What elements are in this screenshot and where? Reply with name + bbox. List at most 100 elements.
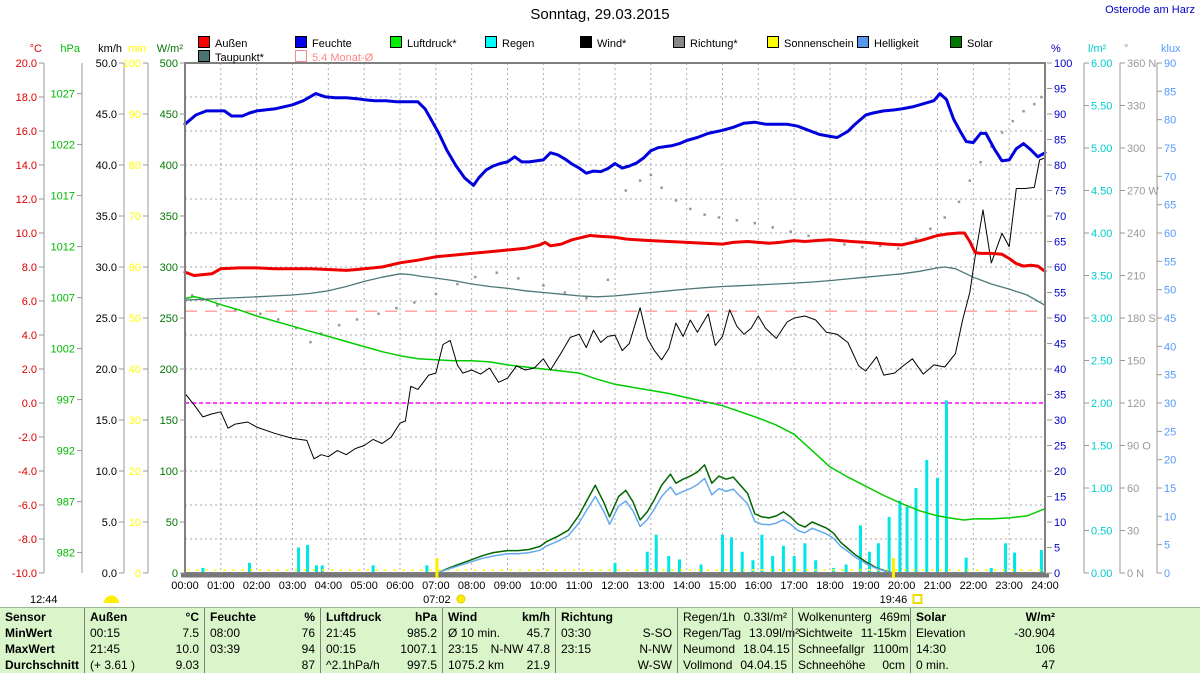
svg-text:16.0: 16.0 bbox=[16, 126, 37, 138]
cell-label: MinWert bbox=[5, 626, 53, 640]
table-row: 03:39 94 bbox=[210, 641, 315, 657]
feuchte-swatch-icon bbox=[295, 36, 307, 48]
svg-text:°C: °C bbox=[30, 43, 42, 55]
svg-text:1022: 1022 bbox=[51, 140, 75, 152]
cell-value: N-NW 47.8 bbox=[490, 642, 550, 656]
cell-value: 0.33l/m² bbox=[743, 610, 787, 624]
svg-text:80: 80 bbox=[1164, 115, 1176, 127]
svg-text:30: 30 bbox=[1127, 526, 1139, 538]
svg-text:-2.0: -2.0 bbox=[18, 432, 37, 444]
rain-bars bbox=[201, 400, 1043, 573]
svg-text:km/h: km/h bbox=[98, 43, 122, 55]
table-row: MinWert bbox=[5, 625, 79, 641]
svg-text:65: 65 bbox=[1164, 200, 1176, 212]
cell-value: 04.04.15 bbox=[740, 658, 788, 672]
table-col-aussen: Außen °C 00:15 7.5 21:45 10.0 (+ 3.61 ) 9.03 bbox=[84, 608, 204, 673]
svg-text:50: 50 bbox=[1164, 285, 1176, 297]
cell-label: (+ 3.61 ) bbox=[90, 658, 136, 672]
axis-C: -10.0 -8.0 -6.0 -4.0 -2.0 0.0 2.0 4.0 6.0 8.0 10.0… bbox=[12, 43, 45, 580]
svg-text:30: 30 bbox=[129, 415, 141, 427]
legend-label: Luftdruck* bbox=[407, 38, 457, 50]
svg-text:12:00: 12:00 bbox=[601, 580, 629, 592]
svg-text:10.0: 10.0 bbox=[16, 228, 37, 240]
table-col-row-headers: Sensor MinWert MaxWert Durchschnitt bbox=[0, 608, 84, 673]
svg-text:10:00: 10:00 bbox=[530, 580, 558, 592]
legend-label: Regen bbox=[502, 38, 535, 50]
cell-value: 1100m bbox=[872, 642, 909, 656]
cell-value: 13.09l/m² bbox=[749, 626, 800, 640]
svg-text:100: 100 bbox=[1054, 58, 1072, 70]
svg-text:50: 50 bbox=[166, 517, 178, 529]
cell-label: Schneefallgr bbox=[798, 642, 865, 656]
svg-text:20: 20 bbox=[129, 466, 141, 478]
svg-text:-10.0: -10.0 bbox=[12, 568, 37, 580]
table-col-luftdruck: Luftdruck hPa 21:45 985.2 00:15 1007.1 ^2.1hPa… bbox=[320, 608, 442, 673]
cell-value: 76 bbox=[301, 626, 315, 640]
svg-text:90: 90 bbox=[1054, 109, 1066, 121]
cell-label: 00:15 bbox=[90, 626, 121, 640]
svg-text:4.50: 4.50 bbox=[1091, 186, 1112, 198]
cell-label: 21:45 bbox=[90, 642, 121, 656]
svg-text:3.50: 3.50 bbox=[1091, 271, 1112, 283]
sunset-time-label: 19:46 bbox=[880, 594, 908, 606]
temperature-series-line bbox=[183, 231, 1047, 277]
svg-text:400: 400 bbox=[160, 160, 178, 172]
svg-text:85: 85 bbox=[1054, 135, 1066, 147]
svg-text:0: 0 bbox=[135, 568, 141, 580]
svg-text:00:00: 00:00 bbox=[171, 580, 199, 592]
svg-text:6.00: 6.00 bbox=[1091, 58, 1112, 70]
cell-value: 985.2 bbox=[406, 626, 437, 640]
cell-value: 7.5 bbox=[182, 626, 199, 640]
table-row: 21:45 985.2 bbox=[326, 625, 437, 641]
sonnenschein-swatch-icon bbox=[767, 36, 779, 48]
cell-label: Elevation bbox=[916, 626, 966, 640]
cell-value: S-SO bbox=[642, 626, 672, 640]
table-row: 23:15 N-NW 47.8 bbox=[448, 641, 550, 657]
solar-series-line bbox=[436, 464, 894, 574]
cell-label: Wolkenunterg bbox=[798, 610, 872, 624]
svg-text:1007: 1007 bbox=[51, 293, 75, 305]
table-row: Schneehöhe 0cm bbox=[798, 657, 905, 673]
table-row: Vollmond 04.04.15 bbox=[683, 657, 787, 673]
legend-label: Helligkeit bbox=[874, 38, 919, 50]
cell-value: 47 bbox=[1041, 658, 1055, 672]
svg-text:15: 15 bbox=[1054, 492, 1066, 504]
svg-text:90 O: 90 O bbox=[1127, 441, 1151, 453]
legend-label: Feuchte bbox=[312, 38, 352, 50]
cell-label: Vollmond bbox=[683, 658, 733, 672]
table-row: 87 bbox=[210, 657, 315, 673]
svg-text:210: 210 bbox=[1127, 271, 1145, 283]
svg-text:24:00: 24:00 bbox=[1031, 580, 1059, 592]
svg-text:16:00: 16:00 bbox=[745, 580, 773, 592]
cell-value: °C bbox=[185, 610, 199, 624]
svg-text:55: 55 bbox=[1164, 256, 1176, 268]
svg-text:10: 10 bbox=[129, 517, 141, 529]
legend-item-helligkeit: Helligkeit bbox=[857, 36, 919, 50]
svg-text:300: 300 bbox=[160, 262, 178, 274]
wind-direction-dots bbox=[190, 95, 1043, 344]
svg-text:80: 80 bbox=[1054, 160, 1066, 172]
svg-text:0.0: 0.0 bbox=[102, 568, 117, 580]
cell-value: W/m² bbox=[1025, 610, 1055, 624]
svg-text:95: 95 bbox=[1054, 84, 1066, 96]
cell-label: 1075.2 km bbox=[448, 658, 505, 672]
cell-label: 23:15 bbox=[561, 642, 592, 656]
svg-text:02:00: 02:00 bbox=[243, 580, 271, 592]
cell-value: -30.904 bbox=[1014, 626, 1055, 640]
svg-text:0 N: 0 N bbox=[1127, 568, 1144, 580]
cell-label: 03:39 bbox=[210, 642, 241, 656]
noon-time-label: 12:44 bbox=[30, 594, 58, 606]
svg-text:20.0: 20.0 bbox=[16, 58, 37, 70]
cell-value: 87 bbox=[301, 658, 315, 672]
svg-text:min: min bbox=[128, 43, 146, 55]
station-location: Osterode am Harz bbox=[1105, 4, 1195, 16]
cell-label: 23:15 bbox=[448, 642, 479, 656]
svg-text:40: 40 bbox=[129, 364, 141, 376]
table-row: 0 min. 47 bbox=[916, 657, 1055, 673]
cell-value: N-NW bbox=[639, 642, 672, 656]
svg-text:0.50: 0.50 bbox=[1091, 526, 1112, 538]
svg-text:350: 350 bbox=[160, 211, 178, 223]
svg-text:06:00: 06:00 bbox=[386, 580, 414, 592]
table-row: Durchschnitt bbox=[5, 657, 79, 673]
legend-item-luftdruck: Luftdruck* bbox=[390, 36, 457, 50]
